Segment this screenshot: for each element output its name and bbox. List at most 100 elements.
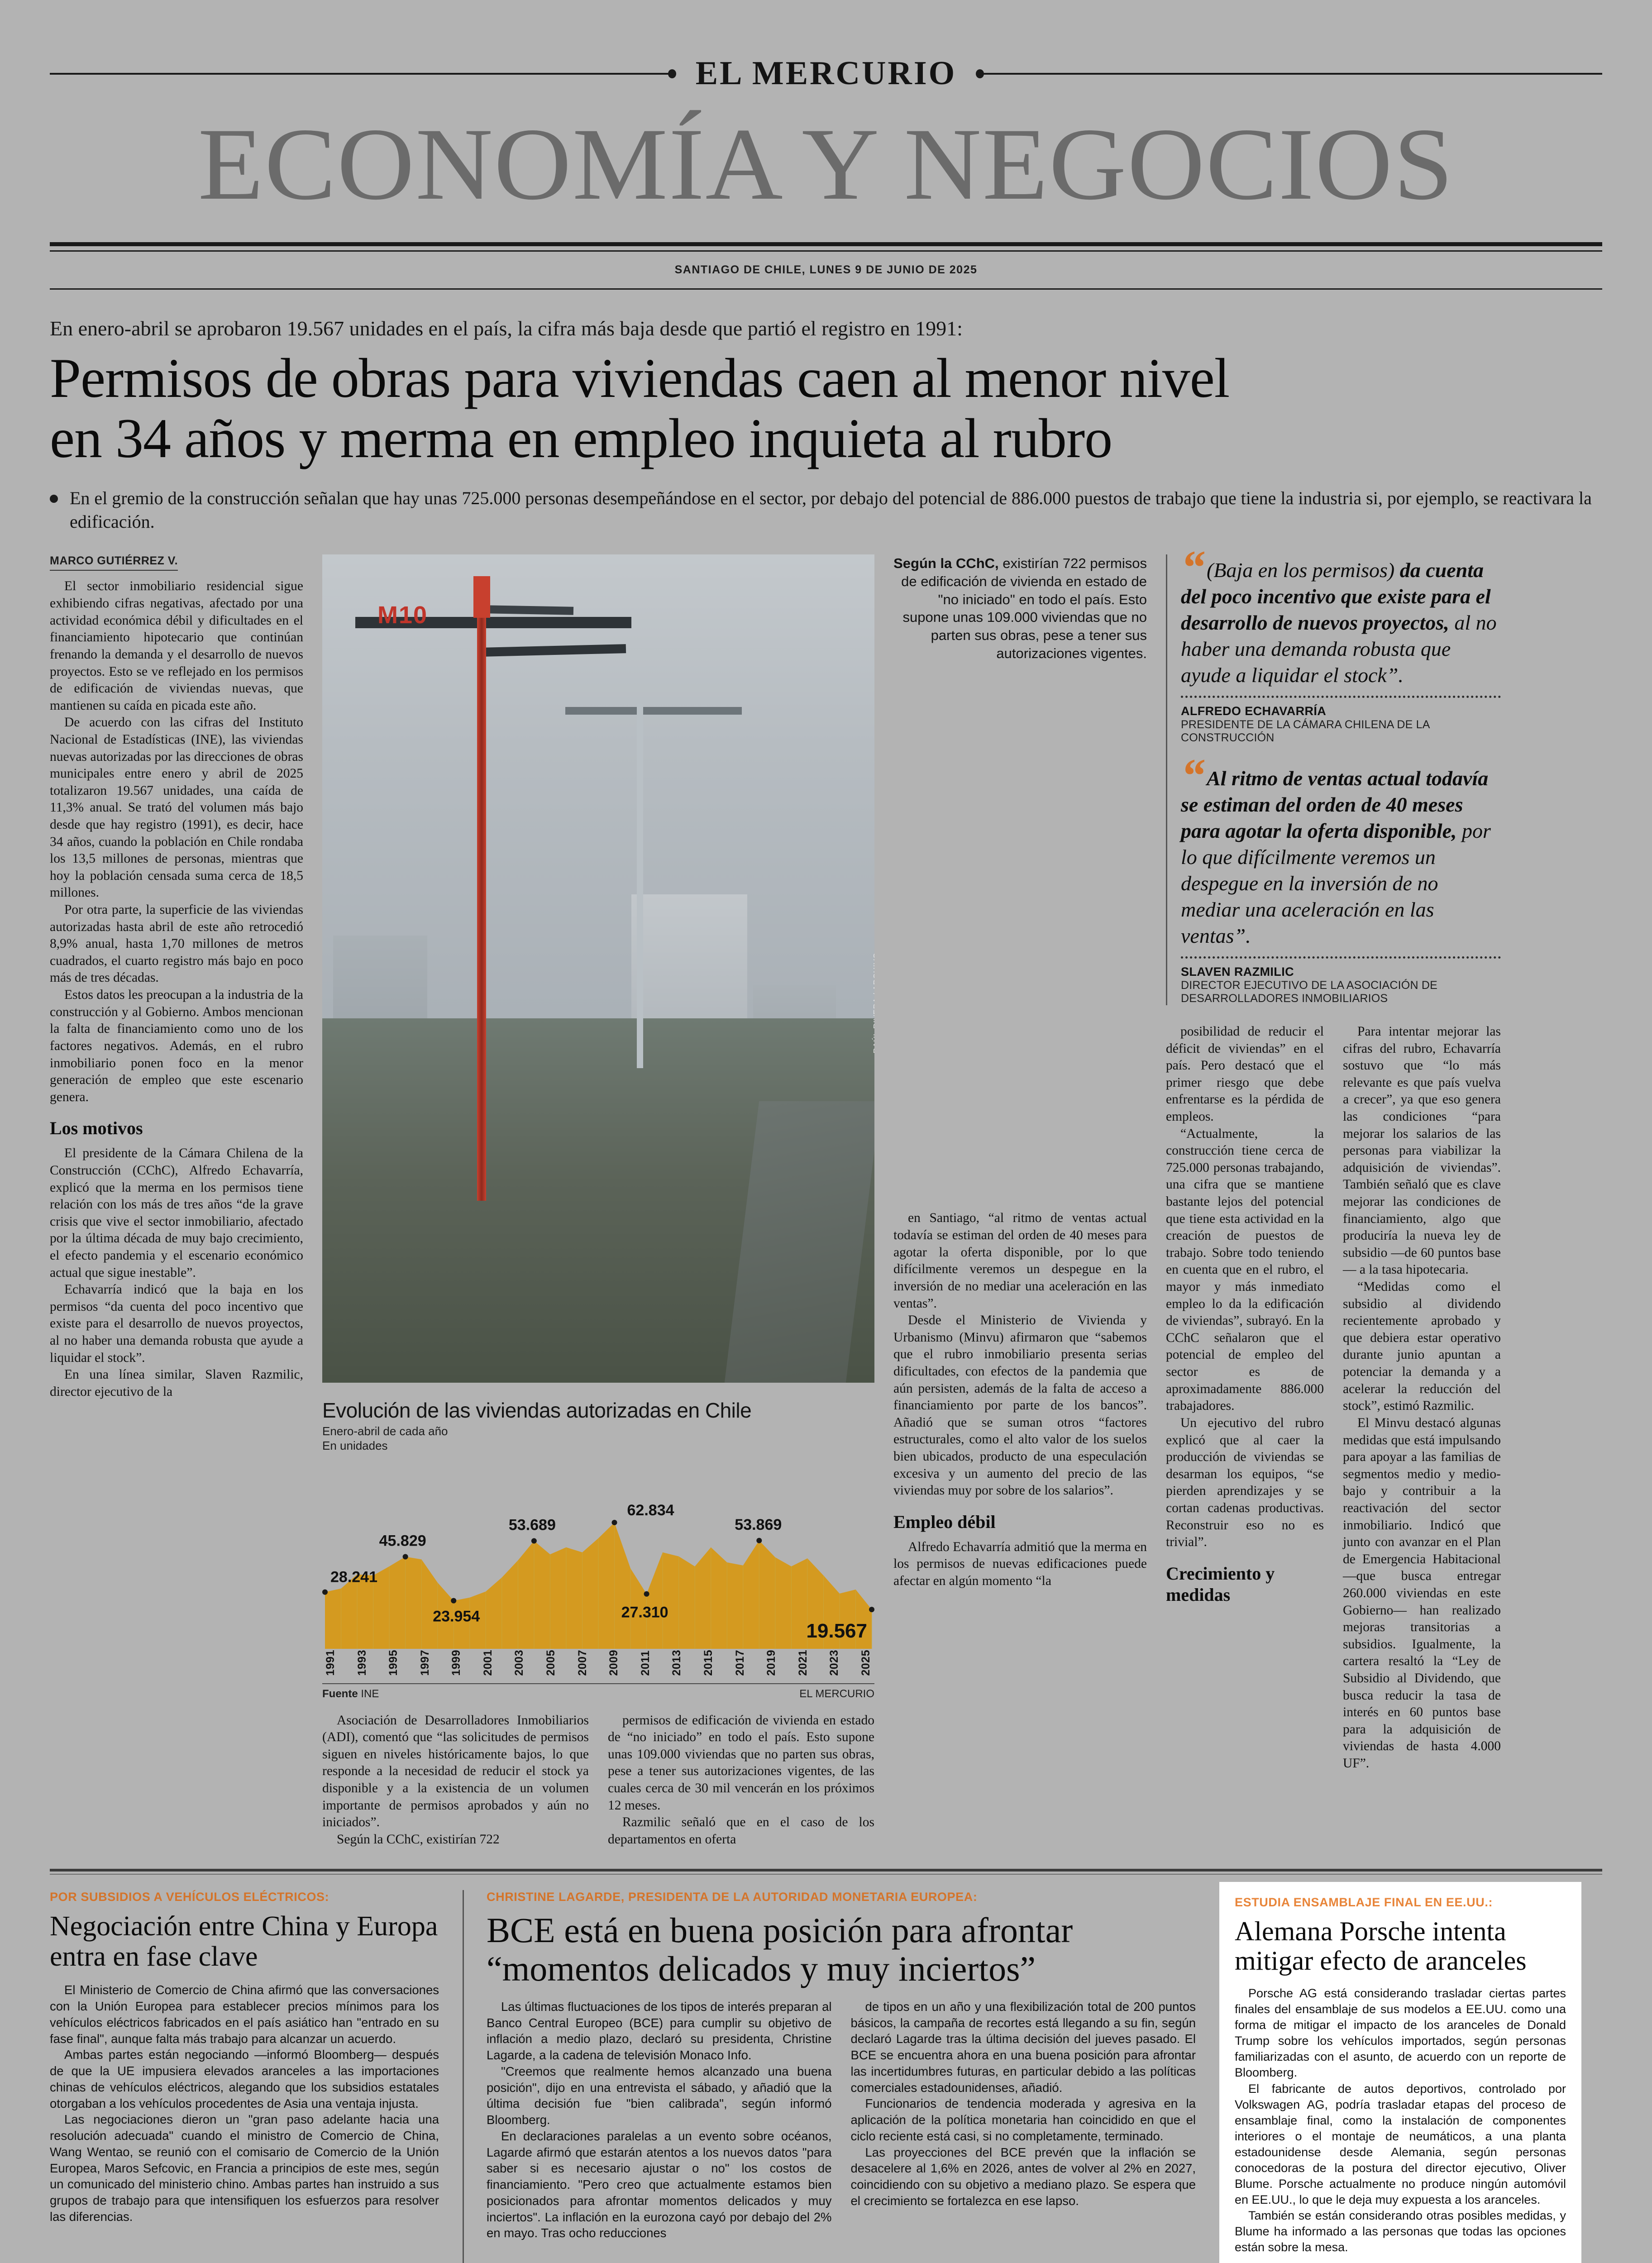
masthead-rule-right <box>976 69 1603 78</box>
chart-x-tick: 2011 <box>639 1650 652 1676</box>
headline-line-1: BCE está en buena posición para afrontar <box>487 1910 1073 1950</box>
chart-data-label: 62.834 <box>627 1502 674 1519</box>
chart-x-tick: 2025 <box>859 1649 872 1676</box>
article-column-2a: Asociación de Desarrolladores Inmobiliar… <box>322 1712 589 1848</box>
lead-headline-block: En enero-abril se aprobaron 19.567 unida… <box>0 316 1652 534</box>
pullquote-2-author: SLAVEN RAZMILIC <box>1181 964 1294 979</box>
paragraph: “Medidas como el subsidio al dividendo r… <box>1343 1280 1501 1413</box>
body: El Ministerio de Comercio de China afirm… <box>50 1982 439 2225</box>
paragraph: Asociación de Desarrolladores Inmobiliar… <box>322 1713 589 1830</box>
pullquote-1-italic-1: (Baja en los permisos) <box>1207 559 1400 582</box>
secondary-article-porsche: ESTUDIA ENSAMBLAJE FINAL EN EE.UU.: Alem… <box>1219 1882 1581 2263</box>
chart-credit: EL MERCURIO <box>799 1687 874 1700</box>
masthead-double-rule <box>50 242 1602 252</box>
paper-name: EL MERCURIO <box>695 55 957 92</box>
headline-line-2: “momentos delicados y muy inciertos” <box>487 1948 1036 1988</box>
chart-data-label: 19.567 <box>806 1620 867 1642</box>
paragraph: Las negociaciones dieron un "gran paso a… <box>50 2112 439 2224</box>
paragraph: de tipos en un año y una flexibilización… <box>850 1999 1196 2095</box>
quotes-container: “ (Baja en los permisos) da cuenta del po… <box>1166 544 1501 1005</box>
subhead-crecimiento-medidas: Crecimiento y medidas <box>1166 1563 1275 1605</box>
paragraph: El sector inmobiliario residencial sigue… <box>50 579 303 713</box>
chart-svg: 28.241 45.829 23.954 53.689 62.834 27.310 53.8… <box>322 1502 874 1649</box>
bullet-dot-icon <box>50 495 58 503</box>
chart-x-tick: 1999 <box>450 1649 463 1676</box>
masthead-nameplate-row: EL MERCURIO <box>0 54 1652 93</box>
paragraph: Las últimas fluctuaciones de los tipos d… <box>487 1999 832 2062</box>
paragraph: posibilidad de reducir el déficit de viv… <box>1166 1024 1324 1124</box>
paragraph: Desde el Ministerio de Vivienda y Urbani… <box>893 1313 1147 1498</box>
quote-divider <box>1181 696 1501 698</box>
masthead-rule-left <box>50 69 676 78</box>
paragraph: Funcionarios de tendencia moderada y agr… <box>850 2096 1196 2143</box>
article-column-1: MARCO GUTIÉRREZ V. El sector inmobiliari… <box>50 554 303 1848</box>
chart-data-label: 53.869 <box>735 1516 782 1533</box>
lead-bajada-row: En el gremio de la construcción señalan … <box>50 487 1602 534</box>
chart-source-label: Fuente <box>322 1687 358 1700</box>
dateline: SANTIAGO DE CHILE, LUNES 9 DE JUNIO DE 2… <box>674 263 978 276</box>
chart-x-tick: 1991 <box>324 1649 337 1676</box>
chart-x-tick: 2001 <box>481 1649 494 1676</box>
article-column-3: Según la CChC, existirían 722 permisos d… <box>893 554 1147 1848</box>
article-column-4a: posibilidad de reducir el déficit de viv… <box>1166 1023 1324 1772</box>
paragraph: Razmilic señaló que en el caso de los de… <box>608 1815 874 1847</box>
chart-subtitle-line-2: En unidades <box>322 1439 388 1453</box>
chart-subtitle-line-1: Enero-abril de cada año <box>322 1424 448 1438</box>
secondary-article-porsche-wrapper: ESTUDIA ENSAMBLAJE FINAL EN EE.UU.: Alem… <box>1219 1882 1581 2263</box>
photo-credit: RAÚL RIVERA / ARCHIVO <box>872 952 874 1054</box>
paragraph: También se están considerando otras posi… <box>1235 2209 1566 2254</box>
paragraph: Ambas partes están negociando —informó B… <box>50 2048 439 2110</box>
chart-plot-area: 28.241 45.829 23.954 53.689 62.834 27.310 53.8… <box>322 1459 874 1649</box>
headline: BCE está en buena posición para afrontar… <box>487 1910 1196 1988</box>
secondary-articles: POR SUBSIDIOS A VEHÍCULOS ELÉCTRICOS: Ne… <box>0 1882 1652 2263</box>
chart-x-tick: 2007 <box>576 1649 589 1676</box>
chart-title: Evolución de las viviendas autorizadas e… <box>322 1399 752 1423</box>
pullquote-1-bold: da cuenta del poco incentivo que existe … <box>1181 559 1491 635</box>
crane-jib-icon <box>355 616 632 629</box>
paragraph: En una línea similar, Slaven Razmilic, d… <box>50 1367 303 1399</box>
chart-data-label: 45.829 <box>379 1532 426 1549</box>
overline: POR SUBSIDIOS A VEHÍCULOS ELÉCTRICOS: <box>50 1890 329 1904</box>
byline: MARCO GUTIÉRREZ V. <box>50 554 178 571</box>
lead-headline-line-2: en 34 años y merma en empleo inquieta al… <box>50 407 1112 469</box>
paragraph: “Actualmente, la construcción tiene cerc… <box>1166 1126 1324 1413</box>
bce-column-left: Las últimas fluctuaciones de los tipos d… <box>487 1999 832 2241</box>
photo-caption: Según la CChC, existirían 722 permisos d… <box>893 554 1147 662</box>
paragraph: De acuerdo con las cifras del Instituto … <box>50 715 303 900</box>
overline: ESTUDIA ENSAMBLAJE FINAL EN EE.UU.: <box>1235 1895 1493 1910</box>
paragraph: Porsche AG está considerando trasladar c… <box>1235 1986 1566 2080</box>
chart-subtitle: Enero-abril de cada año En unidades <box>322 1424 874 1453</box>
pullquote-1-text: “(Baja en los permisos) da cuenta del po… <box>1181 544 1501 688</box>
pullquote-2-italic-2: por lo que difícilmente veremos un despe… <box>1181 819 1491 947</box>
pullquote-1-author: ALFREDO ECHAVARRÍA <box>1181 704 1327 718</box>
chart-x-tick: 2013 <box>670 1649 683 1676</box>
article-column-2: M10 RAÚL RIVERA / ARCHIVO Evolución de l… <box>322 554 874 1848</box>
lead-headline-line-1: Permisos de obras para viviendas caen al… <box>50 347 1230 410</box>
paragraph: Para intentar mejorar las cifras del rub… <box>1343 1024 1501 1277</box>
article-column-2b: permisos de edificación de vivienda en e… <box>608 1712 874 1848</box>
paragraph: En declaraciones paralelas a un evento s… <box>487 2129 832 2240</box>
paragraph: El presidente de la Cámara Chilena de la… <box>50 1146 303 1280</box>
masthead-bottom-rule <box>50 288 1602 290</box>
chart-x-tick: 1995 <box>387 1649 400 1676</box>
paragraph: Según la CChC, existirían 722 <box>337 1832 500 1847</box>
pullquote-1: “(Baja en los permisos) da cuenta del po… <box>1181 544 1501 745</box>
caption-spacer <box>893 662 1147 1210</box>
article-column-4: “ (Baja en los permisos) da cuenta del po… <box>1166 544 1501 1848</box>
article-column-4b: Para intentar mejorar las cifras del rub… <box>1343 1023 1501 1772</box>
chart-source: Fuente INE <box>322 1688 379 1700</box>
chart-data-label: 27.310 <box>621 1604 668 1621</box>
masthead: EL MERCURIO ECONOMÍA Y NEGOCIOS SANTIAGO… <box>0 0 1652 290</box>
article-column-4-body: posibilidad de reducir el déficit de viv… <box>1166 1023 1501 1772</box>
chart-data-point <box>531 1538 537 1544</box>
chart-data-point <box>322 1589 328 1595</box>
quote-mark-icon: “ <box>1181 749 1205 802</box>
paragraph: Un ejecutivo del rubro explicó que al ca… <box>1166 1415 1324 1550</box>
crane-counter-jib-icon <box>485 605 574 615</box>
chart-x-tick: 2015 <box>702 1649 715 1676</box>
chart-x-tick: 2009 <box>607 1649 621 1676</box>
chart-data-point <box>451 1598 457 1604</box>
paragraph: El Minvu destacó algunas medidas que est… <box>1343 1415 1501 1771</box>
section-divider <box>50 1869 1602 1875</box>
